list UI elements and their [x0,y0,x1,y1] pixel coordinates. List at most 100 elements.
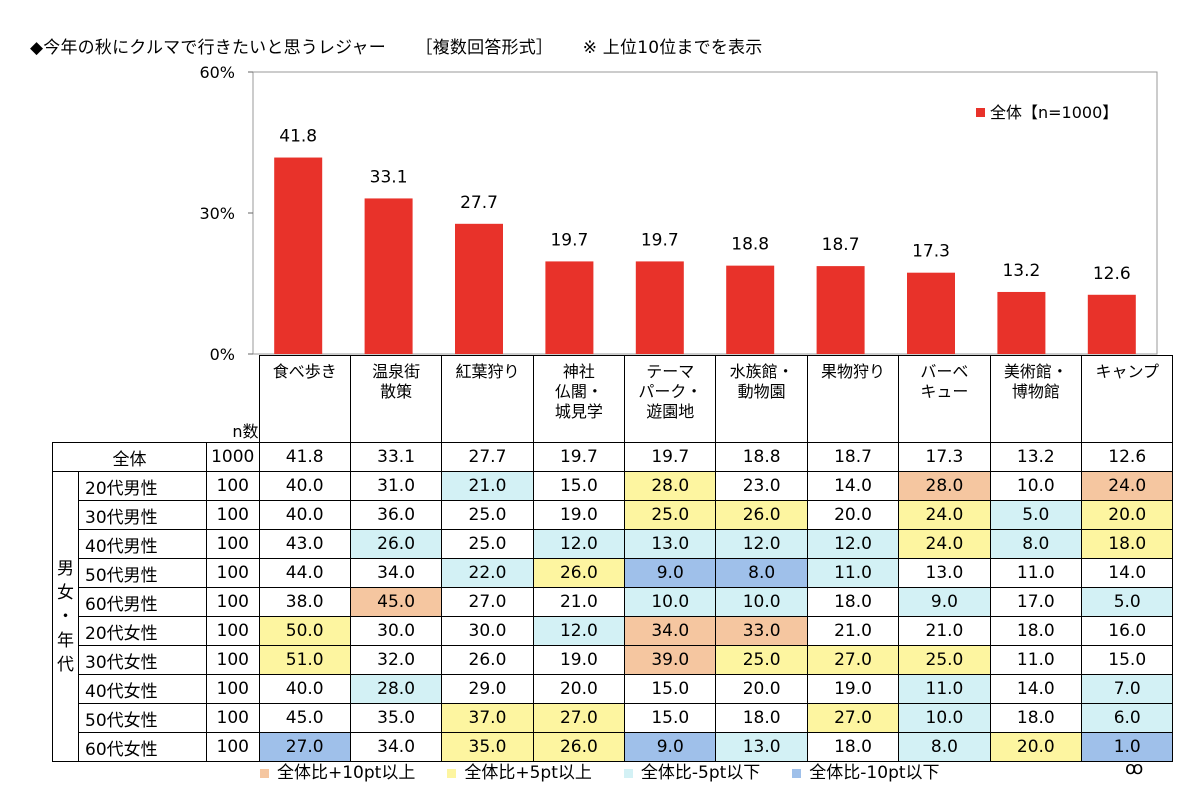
cell-value: 7.0 [1081,674,1174,704]
cell-value: 12.0 [532,529,626,559]
row-n: 100 [206,645,260,675]
cell-value: 10.0 [989,471,1083,501]
cell-value: 25.0 [898,645,991,675]
legend-item: 全体比+5pt以上 [447,758,592,783]
cell-value: 19.0 [532,500,626,530]
group-label-char: ・ [57,606,74,627]
cell-value: 26.0 [349,529,443,559]
cell-value: 18.7 [806,442,900,472]
bar [726,265,775,354]
bar [274,157,323,354]
category-label: キャンプ [1081,355,1174,443]
category-label-line: 遊園地 [646,402,695,421]
cell-value: 8.0 [989,529,1083,559]
category-label: 神社 仏閣・ 城見学 [532,355,626,443]
category-label-line: 温泉街 [372,362,421,381]
row-n: 100 [206,529,260,559]
title-main: ◆今年の秋にクルマで行きたいと思うレジャー [30,38,386,58]
cell-value: 15.0 [624,674,717,704]
cell-value: 13.0 [624,529,717,559]
cell-value: 25.0 [624,500,717,530]
cell-value: 8.0 [898,732,991,762]
table-row: 50代女性 100 45.0 35.0 37.0 27.0 15.0 18.0 27.0 10.0… [53,703,1174,733]
row-label: 60代女性 [78,732,207,762]
legend-label: 全体比-10pt以下 [809,763,940,783]
bar [1087,294,1136,354]
highlight-legend: 全体比+10pt以上 全体比+5pt以上 全体比-5pt以下 全体比-10pt以下 [260,758,972,783]
cell-value: 15.0 [1081,645,1174,675]
cell-value: 11.0 [898,674,991,704]
group-label-char: 男 [57,558,74,579]
cell-value: 30.0 [349,616,443,646]
data-label: 18.7 [822,235,860,255]
cell-value: 5.0 [1081,587,1174,617]
table-row: 60代女性 100 27.0 34.0 35.0 26.0 9.0 13.0 18.0 8.0 20… [53,732,1174,762]
legend-item: 全体比-5pt以下 [623,758,761,783]
cell-value: 28.0 [349,674,443,704]
category-label-line: 果物狩り [821,362,886,381]
category-label-line: 食べ歩き [272,362,337,381]
category-label-line: 紅葉狩り [455,362,520,381]
cell-value: 17.3 [898,442,991,472]
cell-value: 13.0 [715,732,808,762]
bar [545,261,594,354]
category-label: 紅葉狩り [441,355,534,443]
row-label: 全体 [52,442,207,472]
cell-value: 15.0 [624,703,717,733]
legend-label: 全体【n=1000】 [990,103,1118,122]
table-header-row: n数 食べ歩き 温泉街 散策 紅葉狩り 神社 仏閣・ 城見学 テーマ パーク・ 遊園地 水族館・ 動物園… [53,355,1174,443]
legend-swatch [623,768,633,778]
cell-value: 22.0 [441,558,534,588]
cell-value: 11.0 [806,558,900,588]
cell-value: 51.0 [258,645,351,675]
category-label-line: 動物園 [737,382,786,401]
cell-value: 27.0 [806,703,900,733]
group-label-char: 女 [57,582,74,603]
bar [455,223,503,354]
table-row-total: 全体 1000 41.8 33.1 27.7 19.7 19.7 18.8 18.7 17.3 13… [52,442,1174,472]
y-tick-label: 30% [199,204,235,223]
table-row: 男女・年代 20代男性 100 40.0 31.0 21.0 15.0 28.0 23.0 14.… [52,471,1174,762]
cell-value: 26.0 [441,645,534,675]
legend-label: 全体比+5pt以上 [464,763,592,783]
cell-value: 12.0 [806,529,900,559]
category-label-line: キャンプ [1095,362,1159,381]
row-label: 30代男性 [78,500,207,530]
legend-swatch [976,108,985,117]
cell-value: 23.0 [715,471,808,501]
data-label: 17.3 [912,242,950,262]
cell-value: 39.0 [624,645,717,675]
legend-label: 全体比-5pt以下 [640,763,761,783]
cell-value: 19.7 [532,442,626,472]
row-label: 20代女性 [78,616,207,646]
cell-value: 27.0 [258,732,351,762]
row-n: 100 [206,500,260,530]
y-tick-label: 0% [210,345,235,364]
cell-value: 25.0 [715,645,808,675]
data-label: 33.1 [370,167,408,187]
cell-value: 12.0 [715,529,808,559]
row-n: 100 [206,558,260,588]
row-n: 100 [206,616,260,646]
category-label: 果物狩り [806,355,900,443]
cell-value: 18.0 [989,703,1083,733]
cell-value: 20.0 [532,674,626,704]
cell-value: 20.0 [806,500,900,530]
cell-value: 25.0 [441,500,534,530]
category-label: 美術館・ 博物館 [989,355,1083,443]
cell-value: 34.0 [624,616,717,646]
cell-value: 11.0 [989,645,1083,675]
row-label: 50代男性 [78,558,207,588]
cell-value: 9.0 [624,558,717,588]
table-row: 20代女性 100 50.0 30.0 30.0 12.0 34.0 33.0 21.0 21.0… [53,616,1174,646]
cell-value: 30.0 [441,616,534,646]
row-label: 50代女性 [78,703,207,733]
cell-value: 21.0 [898,616,991,646]
cell-value: 45.0 [258,703,351,733]
cell-value: 29.0 [441,674,534,704]
category-label: 食べ歩き [258,355,351,443]
cell-value: 9.0 [898,587,991,617]
bar [907,272,955,354]
row-label: 40代女性 [78,674,207,704]
